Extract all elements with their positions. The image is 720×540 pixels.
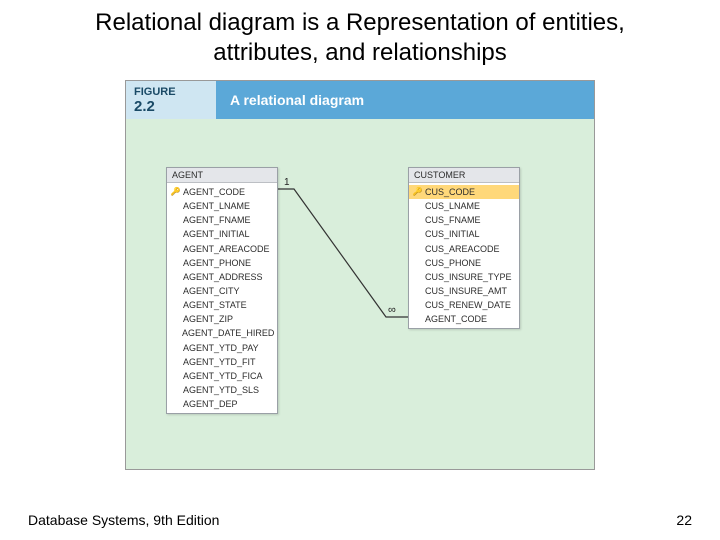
svg-text:1: 1 (284, 177, 290, 188)
attribute-name: AGENT_YTD_SLS (183, 384, 259, 396)
key-icon-placeholder: 🔑 (170, 342, 181, 353)
attribute-row: 🔑CUS_INSURE_AMT (409, 284, 519, 298)
attribute-row: 🔑CUS_INSURE_TYPE (409, 270, 519, 284)
figure-number: 2.2 (134, 98, 216, 115)
attribute-name: AGENT_ZIP (183, 313, 233, 325)
attribute-name: CUS_RENEW_DATE (425, 299, 511, 311)
entity-agent: AGENT🔑AGENT_CODE🔑AGENT_LNAME🔑AGENT_FNAME… (166, 167, 278, 414)
key-icon-placeholder: 🔑 (412, 229, 423, 240)
figure-number-box: FIGURE 2.2 (126, 81, 216, 119)
attribute-row: 🔑AGENT_YTD_SLS (167, 383, 277, 397)
attribute-row: 🔑AGENT_ADDRESS (167, 270, 277, 284)
primary-key-icon: 🔑 (412, 187, 423, 198)
attribute-row: 🔑AGENT_AREACODE (167, 242, 277, 256)
slide-title: Relational diagram is a Representation o… (0, 0, 720, 80)
attribute-name: AGENT_DATE_HIRED (182, 327, 274, 339)
key-icon-placeholder: 🔑 (412, 215, 423, 226)
attribute-name: CUS_INSURE_TYPE (425, 271, 512, 283)
attribute-name: AGENT_YTD_FICA (183, 370, 263, 382)
key-icon-placeholder: 🔑 (412, 243, 423, 254)
attribute-name: AGENT_AREACODE (183, 243, 270, 255)
key-icon-placeholder: 🔑 (170, 385, 181, 396)
attribute-name: CUS_LNAME (425, 200, 480, 212)
attribute-name: CUS_CODE (425, 186, 475, 198)
entity-title: CUSTOMER (409, 168, 519, 183)
key-icon-placeholder: 🔑 (170, 356, 181, 367)
key-icon-placeholder: 🔑 (170, 229, 181, 240)
key-icon-placeholder: 🔑 (170, 300, 181, 311)
attribute-row: 🔑AGENT_ZIP (167, 312, 277, 326)
attribute-row: 🔑AGENT_CODE (409, 312, 519, 326)
figure-header: FIGURE 2.2 A relational diagram (126, 81, 594, 119)
attribute-name: AGENT_CODE (183, 186, 245, 198)
attribute-row: 🔑AGENT_INITIAL (167, 227, 277, 241)
key-icon-placeholder: 🔑 (170, 314, 181, 325)
attribute-row: 🔑AGENT_STATE (167, 298, 277, 312)
attribute-row: 🔑CUS_RENEW_DATE (409, 298, 519, 312)
key-icon-placeholder: 🔑 (170, 243, 181, 254)
key-icon-placeholder: 🔑 (170, 201, 181, 212)
attribute-name: AGENT_ADDRESS (183, 271, 263, 283)
key-icon-placeholder: 🔑 (412, 272, 423, 283)
attribute-name: CUS_FNAME (425, 214, 481, 226)
attribute-row: 🔑AGENT_FNAME (167, 213, 277, 227)
attribute-row: 🔑AGENT_YTD_FIT (167, 355, 277, 369)
entity-customer: CUSTOMER🔑CUS_CODE🔑CUS_LNAME🔑CUS_FNAME🔑CU… (408, 167, 520, 329)
attribute-name: CUS_INSURE_AMT (425, 285, 507, 297)
key-icon-placeholder: 🔑 (412, 257, 423, 268)
attribute-name: AGENT_PHONE (183, 257, 251, 269)
attribute-row: 🔑AGENT_LNAME (167, 199, 277, 213)
figure-label: FIGURE (134, 86, 216, 98)
page-number: 22 (676, 512, 692, 528)
attribute-row: 🔑AGENT_CITY (167, 284, 277, 298)
key-icon-placeholder: 🔑 (170, 272, 181, 283)
attribute-name: AGENT_CODE (425, 313, 487, 325)
key-icon-placeholder: 🔑 (170, 328, 180, 339)
key-icon-placeholder: 🔑 (412, 201, 423, 212)
primary-key-icon: 🔑 (170, 187, 181, 198)
entity-title: AGENT (167, 168, 277, 183)
attribute-row: 🔑CUS_CODE (409, 185, 519, 199)
attribute-row: 🔑AGENT_DEP (167, 397, 277, 411)
attribute-row: 🔑CUS_FNAME (409, 213, 519, 227)
attribute-row: 🔑AGENT_CODE (167, 185, 277, 199)
attribute-name: AGENT_YTD_PAY (183, 342, 259, 354)
attribute-list: 🔑AGENT_CODE🔑AGENT_LNAME🔑AGENT_FNAME🔑AGEN… (167, 183, 277, 413)
figure-body: 1 ∞ AGENT🔑AGENT_CODE🔑AGENT_LNAME🔑AGENT_F… (126, 119, 594, 469)
attribute-name: AGENT_YTD_FIT (183, 356, 256, 368)
attribute-row: 🔑AGENT_YTD_FICA (167, 369, 277, 383)
attribute-row: 🔑AGENT_PHONE (167, 256, 277, 270)
key-icon-placeholder: 🔑 (412, 286, 423, 297)
attribute-name: CUS_PHONE (425, 257, 481, 269)
attribute-name: AGENT_INITIAL (183, 228, 250, 240)
key-icon-placeholder: 🔑 (170, 286, 181, 297)
attribute-name: CUS_AREACODE (425, 243, 500, 255)
key-icon-placeholder: 🔑 (412, 314, 423, 325)
attribute-name: AGENT_LNAME (183, 200, 250, 212)
key-icon-placeholder: 🔑 (170, 399, 181, 410)
key-icon-placeholder: 🔑 (170, 215, 181, 226)
attribute-name: AGENT_CITY (183, 285, 240, 297)
key-icon-placeholder: 🔑 (170, 257, 181, 268)
slide-footer: Database Systems, 9th Edition 22 (28, 512, 692, 528)
key-icon-placeholder: 🔑 (412, 300, 423, 311)
attribute-name: CUS_INITIAL (425, 228, 480, 240)
attribute-name: AGENT_FNAME (183, 214, 251, 226)
figure-container: FIGURE 2.2 A relational diagram 1 ∞ AGEN… (125, 80, 595, 470)
attribute-row: 🔑CUS_PHONE (409, 256, 519, 270)
svg-text:∞: ∞ (388, 304, 396, 316)
attribute-row: 🔑AGENT_DATE_HIRED (167, 326, 277, 340)
attribute-row: 🔑CUS_INITIAL (409, 227, 519, 241)
key-icon-placeholder: 🔑 (170, 371, 181, 382)
footer-source: Database Systems, 9th Edition (28, 512, 219, 528)
attribute-list: 🔑CUS_CODE🔑CUS_LNAME🔑CUS_FNAME🔑CUS_INITIA… (409, 183, 519, 328)
attribute-row: 🔑CUS_AREACODE (409, 242, 519, 256)
figure-caption: A relational diagram (216, 81, 594, 119)
attribute-name: AGENT_DEP (183, 398, 238, 410)
attribute-name: AGENT_STATE (183, 299, 247, 311)
attribute-row: 🔑CUS_LNAME (409, 199, 519, 213)
attribute-row: 🔑AGENT_YTD_PAY (167, 341, 277, 355)
